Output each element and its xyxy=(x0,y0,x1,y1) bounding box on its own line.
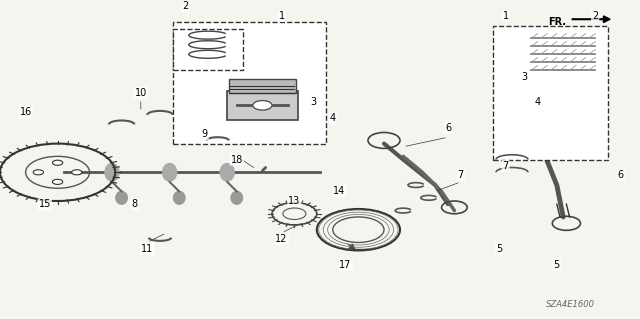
Circle shape xyxy=(52,160,63,165)
FancyBboxPatch shape xyxy=(493,26,608,160)
Text: 3: 3 xyxy=(310,97,317,107)
Text: 17: 17 xyxy=(339,260,352,270)
FancyBboxPatch shape xyxy=(229,79,296,93)
Text: 15: 15 xyxy=(38,199,51,209)
FancyBboxPatch shape xyxy=(173,29,243,70)
Text: 16: 16 xyxy=(19,107,32,117)
Text: 10: 10 xyxy=(134,88,147,98)
Text: 11: 11 xyxy=(141,244,154,254)
Text: 9: 9 xyxy=(202,129,208,139)
Text: FR.: FR. xyxy=(548,18,566,27)
Text: 6: 6 xyxy=(445,122,451,133)
Text: 7: 7 xyxy=(458,170,464,181)
Text: 4: 4 xyxy=(534,97,541,107)
Ellipse shape xyxy=(231,191,243,204)
Ellipse shape xyxy=(163,164,177,181)
Text: 2: 2 xyxy=(182,2,189,11)
Circle shape xyxy=(253,100,272,110)
FancyBboxPatch shape xyxy=(227,91,298,120)
Ellipse shape xyxy=(220,164,234,181)
Ellipse shape xyxy=(116,191,127,204)
Text: 12: 12 xyxy=(275,234,288,244)
Text: 3: 3 xyxy=(522,72,528,82)
Text: 5: 5 xyxy=(496,244,502,254)
Text: 1: 1 xyxy=(502,11,509,21)
FancyBboxPatch shape xyxy=(173,22,326,144)
Text: 7: 7 xyxy=(502,161,509,171)
Ellipse shape xyxy=(173,191,185,204)
Circle shape xyxy=(52,179,63,184)
Circle shape xyxy=(33,170,44,175)
Ellipse shape xyxy=(105,164,119,181)
Text: 8: 8 xyxy=(131,199,138,209)
Text: 18: 18 xyxy=(230,154,243,165)
Text: 6: 6 xyxy=(618,170,624,181)
Text: 1: 1 xyxy=(278,11,285,21)
Text: 5: 5 xyxy=(554,260,560,270)
Text: 2: 2 xyxy=(592,11,598,21)
Text: 13: 13 xyxy=(288,196,301,206)
Text: SZA4E1600: SZA4E1600 xyxy=(546,300,595,309)
Text: 4: 4 xyxy=(330,113,336,123)
Circle shape xyxy=(72,170,82,175)
Text: 14: 14 xyxy=(333,186,346,197)
